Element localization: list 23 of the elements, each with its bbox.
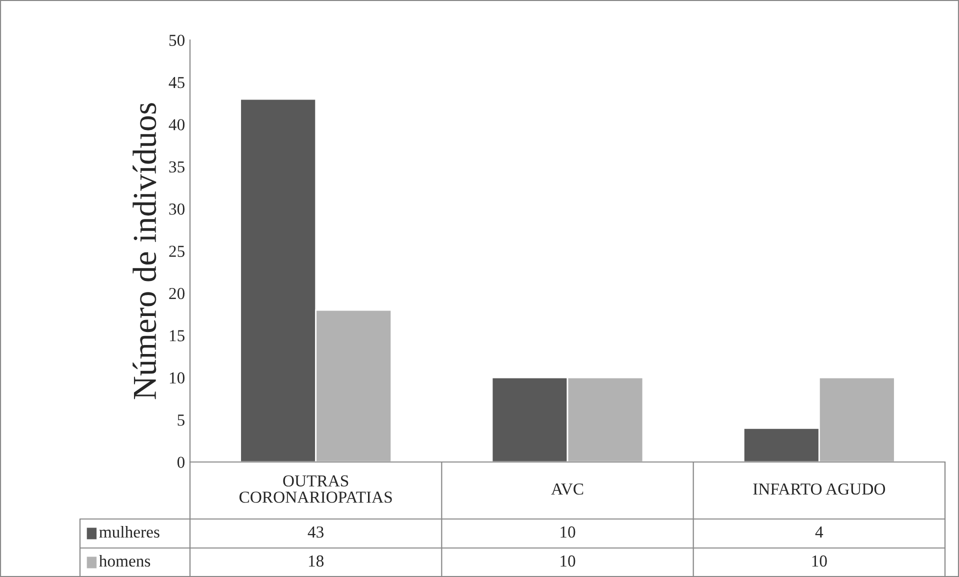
legend-label: mulheres xyxy=(99,526,160,538)
x-tick-label: AVC xyxy=(551,483,584,495)
x-tick-label: INFARTO AGUDO xyxy=(753,483,886,495)
data-label: 10 xyxy=(560,526,576,538)
y-tick-label: 5 xyxy=(178,414,184,426)
y-tick-label: 40 xyxy=(168,119,185,130)
y-tick-label: 15 xyxy=(170,330,184,342)
legend-label: homens xyxy=(99,554,150,567)
data-label: 10 xyxy=(560,555,576,567)
x-tick-label: OUTRAS CORONARIOPATIAS xyxy=(239,475,392,503)
data-label: 10 xyxy=(812,555,827,567)
data-label: 4 xyxy=(815,526,824,538)
y-tick-label: 30 xyxy=(169,204,185,215)
data-label: 18 xyxy=(308,555,324,567)
y-tick-label: 20 xyxy=(169,288,185,300)
y-tick-label: 25 xyxy=(169,246,184,257)
y-tick-label: 10 xyxy=(170,372,185,384)
y-tick-label: 45 xyxy=(168,77,184,88)
y-tick-label: 0 xyxy=(177,456,185,468)
y-tick-label: 35 xyxy=(169,161,184,173)
y-tick-label: 50 xyxy=(169,34,185,46)
y-axis-title: Número de indivíduos xyxy=(132,103,156,400)
data-label: 43 xyxy=(308,526,324,538)
